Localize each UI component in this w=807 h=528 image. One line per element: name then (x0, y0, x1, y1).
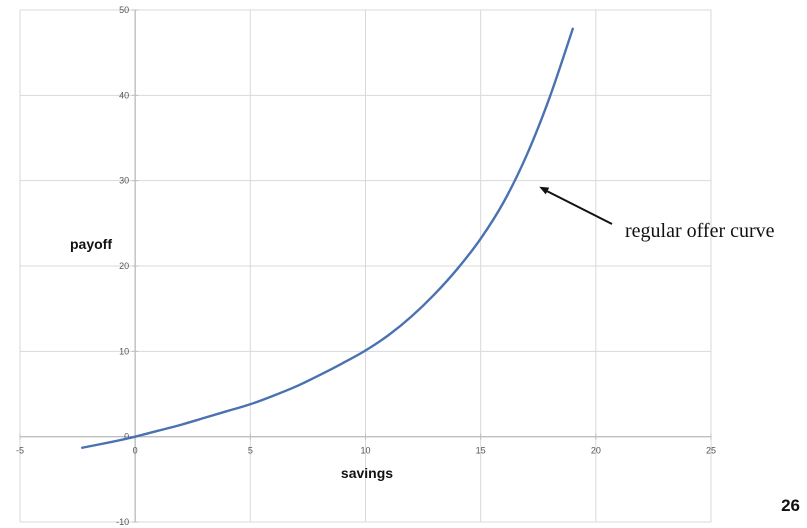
y-tick-label: 40 (119, 90, 129, 100)
y-tick-label: 0 (124, 432, 129, 442)
x-tick-label: 15 (476, 446, 486, 456)
y-tick-label: 10 (119, 346, 129, 356)
y-tick-label: -10 (116, 517, 129, 527)
annotation-text: regular offer curve (625, 220, 775, 242)
y-tick-label: 20 (119, 261, 129, 271)
y-tick-label: 50 (119, 5, 129, 15)
y-axis-title: payoff (70, 236, 112, 252)
x-tick-label: 25 (706, 446, 716, 456)
annotation-arrow (546, 190, 613, 225)
annotation-arrowhead (539, 186, 550, 195)
series-lines (80, 27, 574, 449)
x-tick-label: 20 (591, 446, 601, 456)
tick-labels: -5 0 5 10 15 20 25 -10 0 10 20 30 40 50 (16, 5, 716, 527)
x-tick-label: -5 (16, 446, 24, 456)
page-number: 26 (781, 496, 800, 515)
x-tick-label: 0 (133, 446, 138, 456)
series-line (80, 27, 574, 449)
x-tick-label: 5 (248, 446, 253, 456)
x-tick-label: 10 (360, 446, 370, 456)
x-axis-title: savings (341, 465, 393, 481)
y-tick-label: 30 (119, 176, 129, 186)
annotation: regular offer curve (539, 186, 775, 242)
